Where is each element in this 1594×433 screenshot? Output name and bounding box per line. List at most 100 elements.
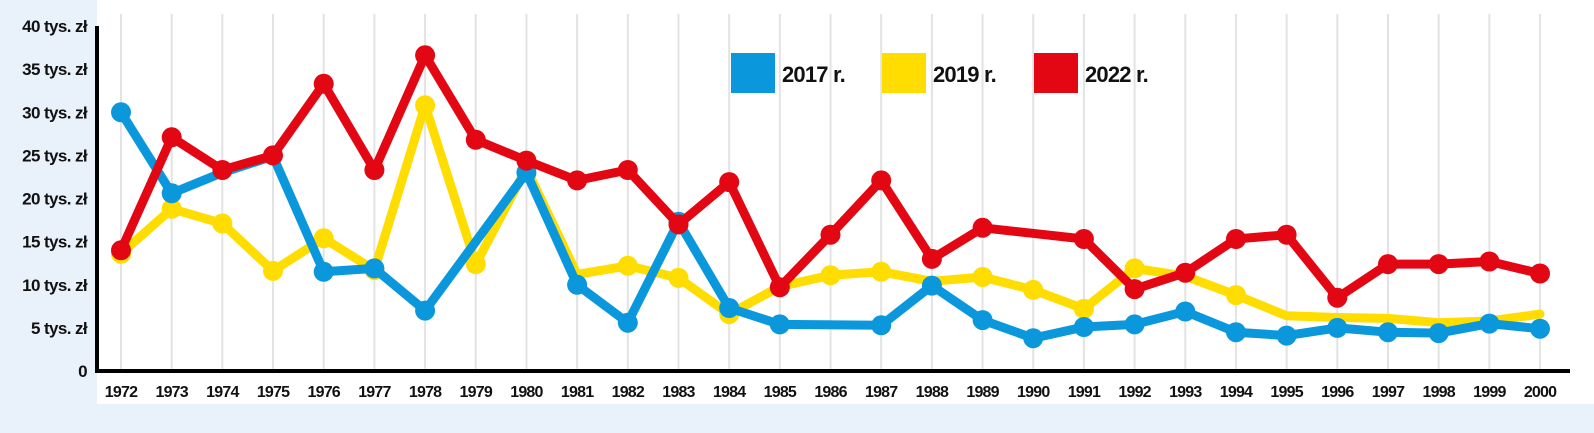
data-point	[212, 160, 233, 180]
data-point	[1023, 279, 1044, 300]
data-point	[313, 228, 334, 249]
y-tick-label: 30 tys. zł	[22, 103, 88, 122]
data-point	[668, 214, 689, 235]
data-point	[1124, 279, 1145, 300]
data-point	[111, 240, 131, 261]
y-tick-label: 40 tys. zł	[22, 17, 88, 36]
data-point	[161, 183, 182, 204]
data-point	[1378, 322, 1398, 343]
data-point	[871, 315, 892, 336]
data-point	[1530, 318, 1550, 339]
data-point	[719, 298, 740, 318]
x-tick-label: 1978	[409, 384, 442, 401]
plot-area	[97, 0, 1594, 404]
x-tick-label: 1977	[358, 384, 391, 401]
data-point	[161, 198, 182, 219]
x-tick-label: 1996	[1321, 384, 1354, 401]
data-point	[1276, 325, 1297, 346]
legend-item-2019-r: 2019 r.	[882, 53, 997, 93]
legend-item-2022-r: 2022 r.	[1034, 53, 1149, 93]
legend: 2017 r. 2019 r. 2022 r.	[731, 53, 1149, 93]
data-point	[668, 267, 689, 288]
data-point	[1175, 301, 1196, 322]
data-point	[161, 127, 182, 148]
x-tick-label: 1976	[308, 384, 341, 401]
data-point	[364, 160, 385, 180]
legend-label: 2022 r.	[1085, 62, 1148, 87]
data-point	[820, 224, 841, 245]
series-line-2022-r	[116, 50, 1545, 303]
data-point	[364, 258, 385, 279]
x-tick-label: 1993	[1169, 384, 1202, 401]
data-point	[871, 170, 892, 191]
data-point	[263, 145, 283, 166]
data-point	[1276, 224, 1297, 245]
data-point	[871, 261, 892, 282]
data-point	[617, 160, 638, 180]
axis-layer	[95, 26, 1570, 373]
data-point	[1530, 263, 1550, 284]
x-tick-label: 1988	[916, 384, 949, 401]
x-tick-label: 1984	[713, 384, 746, 401]
legend-swatch	[731, 53, 775, 93]
data-point	[1073, 229, 1094, 249]
x-tick-label: 1973	[155, 384, 188, 401]
x-tick-label: 1999	[1473, 384, 1506, 401]
x-tick-label: 1982	[612, 384, 645, 401]
data-point	[617, 312, 638, 333]
data-point	[1327, 287, 1348, 308]
data-point	[1175, 262, 1196, 283]
y-tick-label: 35 tys. zł	[22, 60, 88, 79]
x-tick-label: 1986	[814, 384, 847, 401]
y-tick-label: 5 tys. zł	[31, 319, 88, 338]
data-point	[567, 170, 588, 191]
y-tick-label: 0	[78, 362, 87, 381]
legend-item-2017-r: 2017 r.	[731, 53, 846, 93]
x-tick-label: 1985	[764, 384, 797, 401]
data-point	[769, 277, 790, 298]
data-point	[313, 73, 334, 94]
data-point	[921, 248, 942, 269]
x-tick-label: 1989	[966, 384, 999, 401]
data-point	[1124, 258, 1145, 279]
line-layer	[111, 45, 1550, 349]
data-point	[972, 310, 993, 331]
x-tick-label: 1991	[1068, 384, 1101, 401]
x-tick-label: 1980	[510, 384, 543, 401]
x-tick-label: 1998	[1422, 384, 1455, 401]
data-point	[1073, 317, 1094, 337]
data-point	[415, 300, 436, 321]
y-tick-label: 10 tys. zł	[22, 276, 88, 295]
x-tick-label: 1987	[865, 384, 898, 401]
data-point	[1023, 328, 1044, 349]
data-point	[1073, 298, 1094, 319]
y-tick-labels: 0 5 tys. zł 10 tys. zł 15 tys. zł 20 tys. zł…	[22, 17, 88, 381]
series-line-2017-r	[116, 107, 1545, 343]
legend-swatch	[1034, 53, 1078, 93]
x-tick-labels: 1972 1973 1974 1975 1976 1977 1978 1979 1980 1981…	[105, 384, 1558, 401]
data-point	[415, 95, 436, 116]
x-tick-label: 1997	[1372, 384, 1405, 401]
data-point	[719, 172, 740, 193]
x-tick-label: 1974	[206, 384, 239, 401]
x-tick-label: 1995	[1270, 384, 1303, 401]
data-point	[1226, 322, 1246, 343]
data-point	[1226, 285, 1246, 306]
data-point	[212, 213, 233, 234]
series-2022-r	[111, 45, 1550, 308]
data-point	[972, 217, 993, 238]
x-tick-label: 2000	[1524, 384, 1557, 401]
data-point	[1479, 313, 1500, 334]
data-point	[1327, 317, 1348, 338]
data-point	[415, 45, 436, 66]
x-tick-label: 1992	[1118, 384, 1151, 401]
data-point	[313, 261, 334, 282]
data-point	[111, 102, 131, 123]
x-tick-label: 1979	[460, 384, 493, 401]
y-tick-label: 25 tys. zł	[22, 146, 88, 165]
data-point	[1124, 314, 1145, 335]
legend-label: 2019 r.	[933, 62, 996, 87]
data-point	[1428, 323, 1449, 344]
